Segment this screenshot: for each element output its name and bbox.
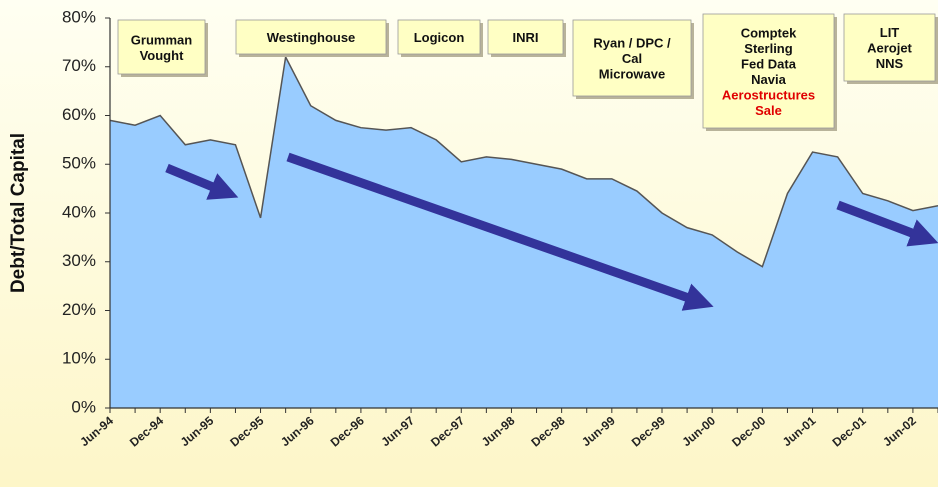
- annotation-text: Westinghouse: [267, 30, 356, 45]
- y-tick-label: 0%: [71, 397, 96, 416]
- trend-arrows: [165, 152, 938, 311]
- area-outline: [109, 54, 938, 268]
- annotation-box: [397, 19, 481, 55]
- y-tick-label: 20%: [62, 300, 96, 319]
- annotation-text: Aerostructures: [722, 87, 815, 102]
- y-tick-label: 10%: [62, 349, 96, 368]
- annotation-text: LIT: [880, 25, 900, 40]
- annotation-box: [487, 19, 564, 55]
- y-tick-label: 80%: [62, 7, 96, 26]
- annotation-box: [843, 13, 936, 82]
- trend-arrow: [165, 163, 239, 200]
- annotation-text: Comptek: [741, 25, 797, 40]
- y-tick-label: 50%: [62, 154, 96, 173]
- trend-arrow: [286, 152, 714, 311]
- y-tick-label: 70%: [62, 56, 96, 75]
- y-tick-label: 30%: [62, 251, 96, 270]
- annotation-text: INRI: [513, 30, 539, 45]
- annotation-text: Logicon: [414, 30, 465, 45]
- annotation-text: Grumman: [131, 32, 192, 47]
- annotation-text: Aerojet: [867, 41, 912, 56]
- annotation-text: Navia: [751, 72, 786, 87]
- plot: 0%10%20%30%40%50%60%70%80%Jun-94 Dec-94 Ju…: [62, 7, 938, 450]
- annotation-box: [117, 19, 206, 75]
- y-tick-label: 60%: [62, 105, 96, 124]
- annotation-box: [572, 19, 692, 97]
- trend-arrow: [836, 200, 938, 247]
- y-tick-label: 40%: [62, 202, 96, 221]
- annotation-text: Cal: [622, 51, 642, 66]
- annotation-text: Microwave: [599, 67, 665, 82]
- annotation-box: [702, 13, 835, 129]
- annotation-text: Sterling: [744, 41, 792, 56]
- y-axis-label: Debt/Total Capital: [8, 133, 29, 293]
- annotation-text: Fed Data: [741, 56, 797, 71]
- annotation-text: Ryan / DPC /: [593, 36, 671, 51]
- annotation-text: Sale: [755, 103, 782, 118]
- annotation-text: NNS: [876, 56, 904, 71]
- annotation-box: [235, 19, 387, 55]
- annotation-text: Vought: [140, 48, 184, 63]
- area: [110, 57, 938, 408]
